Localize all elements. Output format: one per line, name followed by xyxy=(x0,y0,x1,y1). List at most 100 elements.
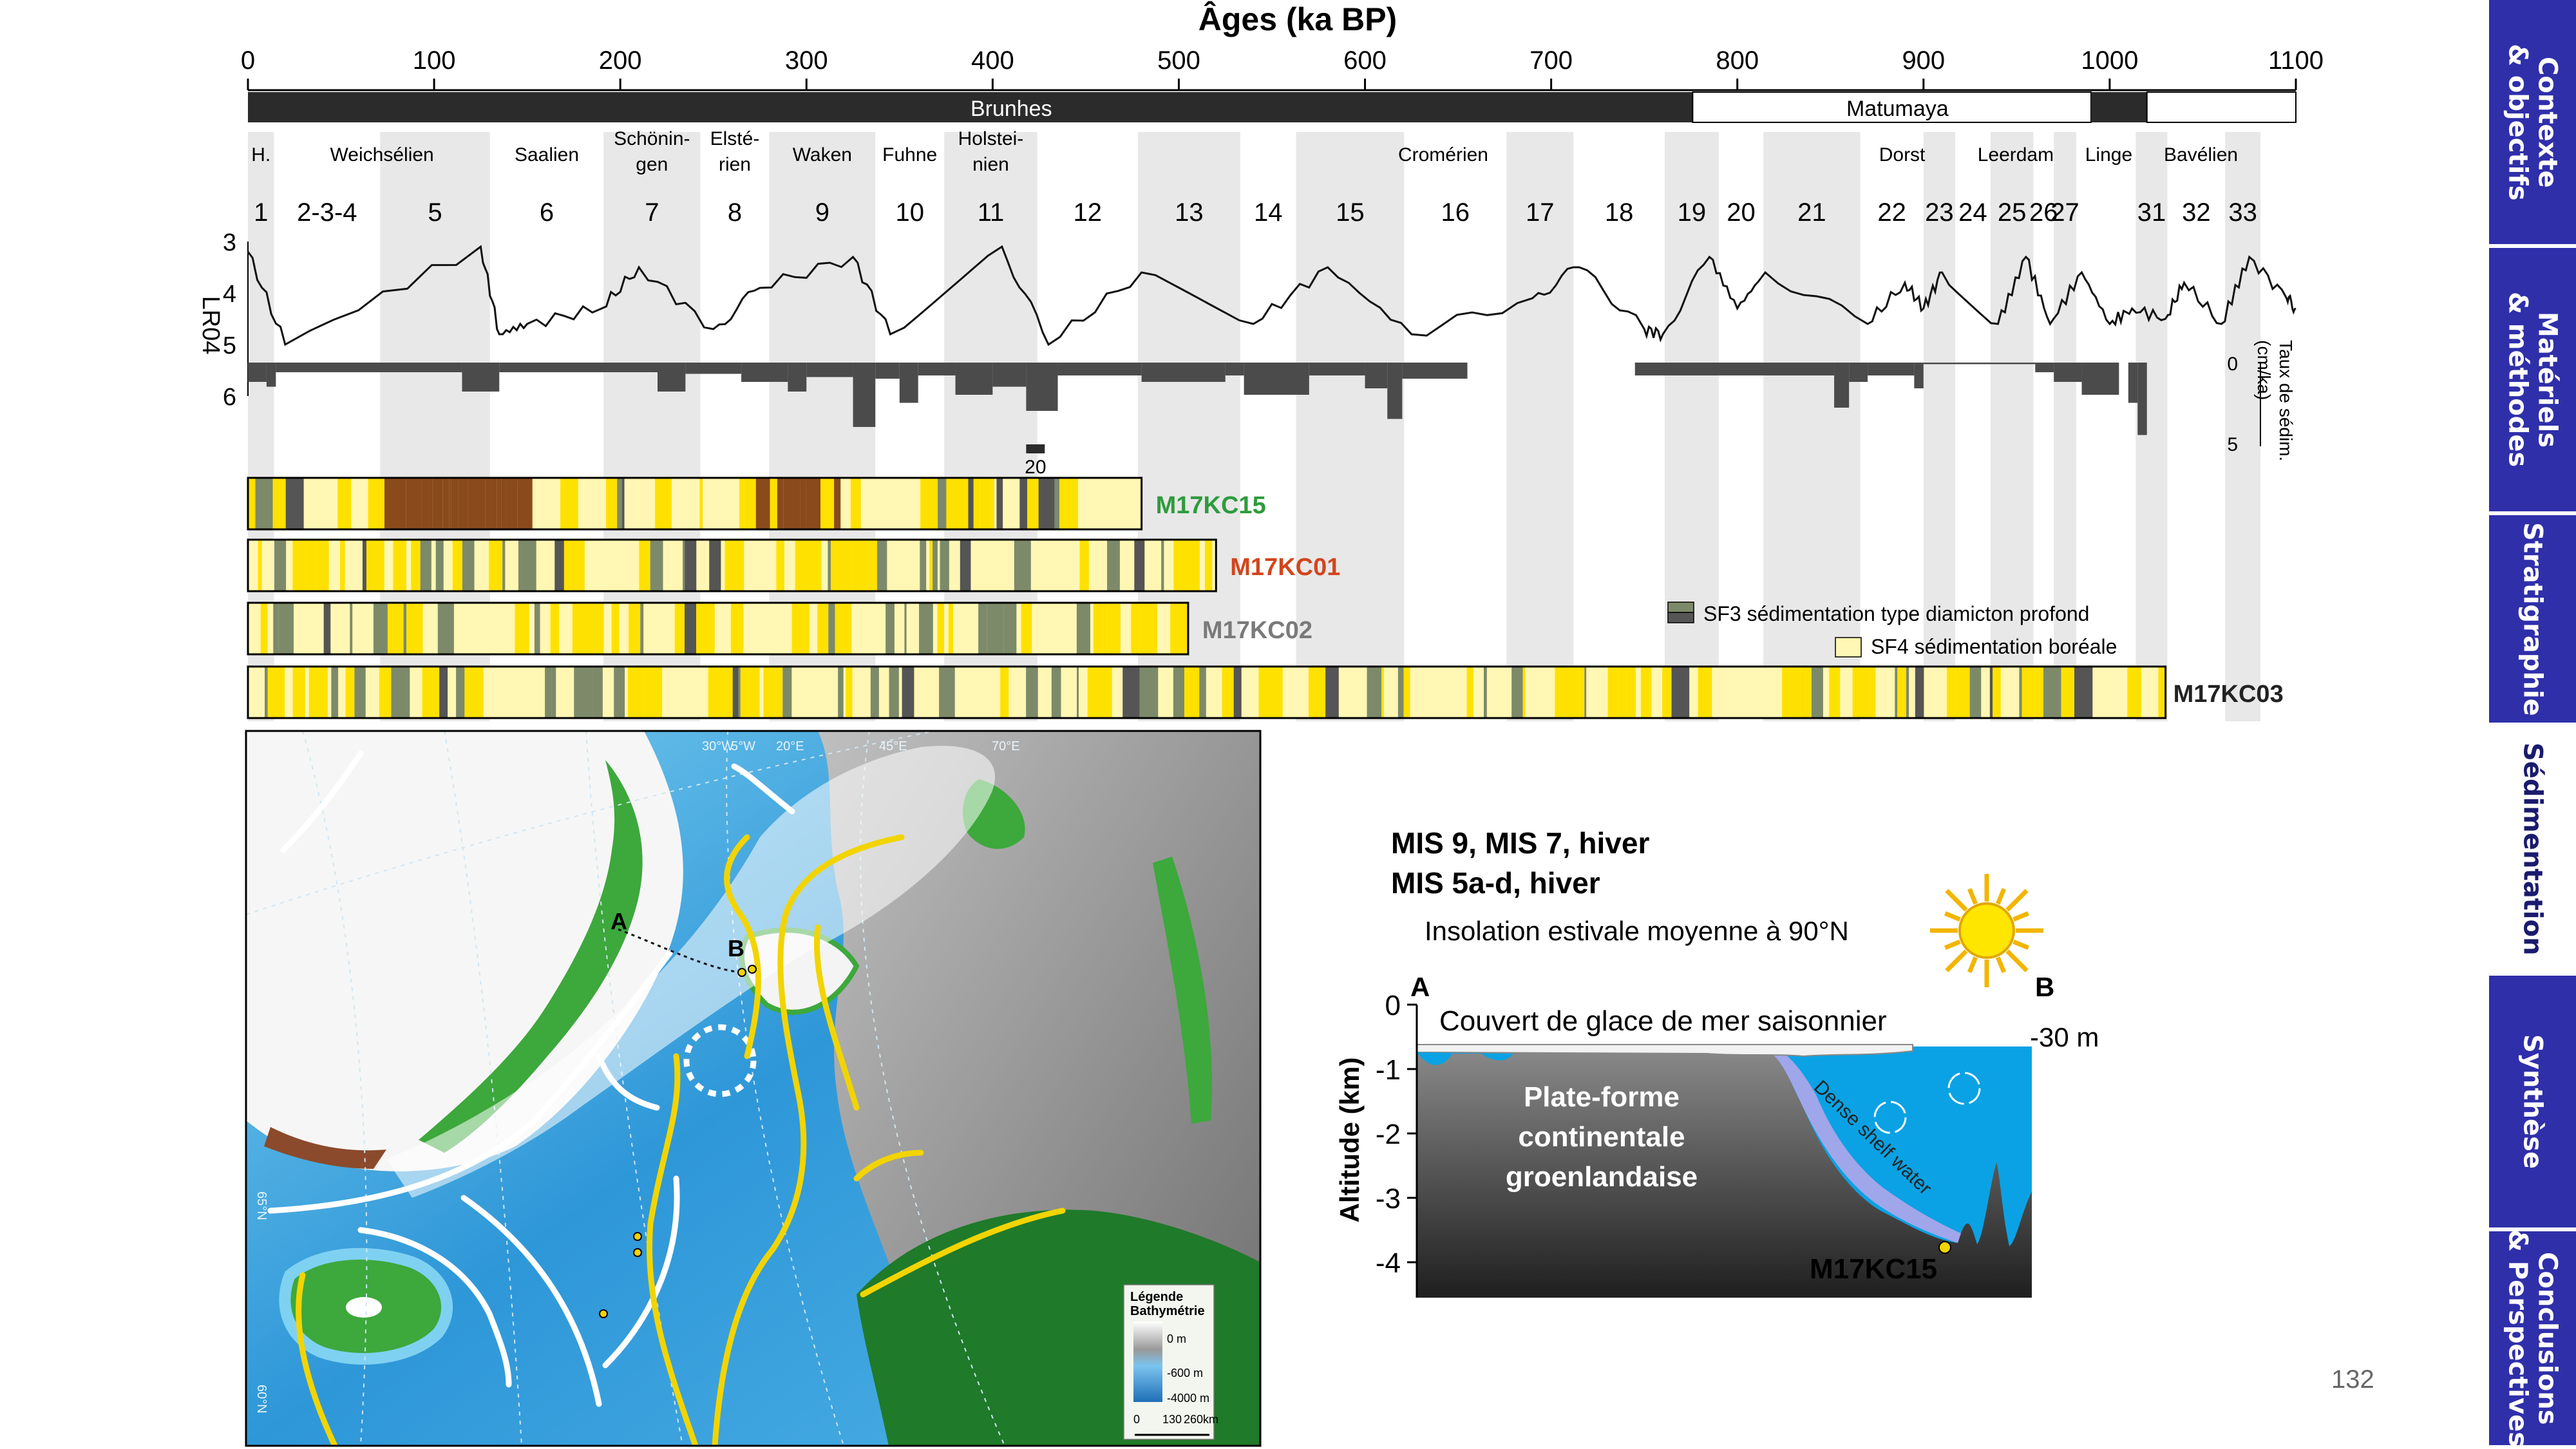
mis-shading xyxy=(2225,132,2261,721)
mis-label: 15 xyxy=(1336,198,1365,227)
core-site-marker xyxy=(1938,1241,1951,1254)
nav-tab-label: Stratigraphie xyxy=(2517,522,2548,716)
facies-band xyxy=(337,478,352,529)
sed-rate-bar xyxy=(1868,363,1915,375)
facies-band xyxy=(1899,667,1904,718)
warm-current-arrow xyxy=(646,1053,699,1446)
facies-band xyxy=(820,478,835,529)
facies-band xyxy=(783,478,800,529)
facies-band xyxy=(1139,603,1157,654)
gyre-circle xyxy=(683,1024,757,1097)
stage-label: Schönin-gen xyxy=(614,128,690,175)
scale-label: 260km xyxy=(1184,1413,1218,1426)
nav-tab-2[interactable]: Stratigraphie xyxy=(2489,515,2576,723)
facies-band xyxy=(740,667,746,718)
facies-band xyxy=(1897,667,1900,718)
core-site xyxy=(633,1232,642,1241)
nav-tab-0[interactable]: Contexte & objectifs xyxy=(2489,0,2576,244)
stage-label: Linge xyxy=(2085,144,2132,166)
sed-rate-bar xyxy=(276,363,462,372)
facies-band xyxy=(462,540,475,591)
facies-band xyxy=(393,540,406,591)
cross-section-scenario: MIS 9, MIS 7, hiver MIS 5a-d, hiver Insola… xyxy=(1334,826,2099,1298)
core-site xyxy=(633,1248,642,1257)
insolation-label: Insolation estivale moyenne à 90°N xyxy=(1425,916,1849,946)
greenland-shelf xyxy=(1417,1046,2032,1298)
facies-band xyxy=(1205,540,1213,591)
sun-ray xyxy=(1945,889,1968,912)
polarity-reversed xyxy=(2146,91,2297,123)
map-frame xyxy=(245,730,1262,1447)
facies-band xyxy=(973,478,980,529)
facies-band xyxy=(1173,540,1187,591)
facies-band xyxy=(828,603,835,654)
nav-tab-4[interactable]: Synthèse xyxy=(2489,976,2576,1227)
facies-band xyxy=(992,478,994,529)
facies-band xyxy=(1466,667,1473,718)
facies-band xyxy=(685,603,697,654)
facies-band xyxy=(806,478,821,529)
facies-band xyxy=(260,603,268,654)
facies-band xyxy=(331,667,339,718)
core-strip-3 xyxy=(247,665,2167,719)
facies-band xyxy=(323,603,331,654)
facies-band xyxy=(940,540,949,591)
facies-band xyxy=(1325,667,1339,718)
stage-label: H. xyxy=(251,144,270,166)
nav-tab-label: Synthèse xyxy=(2517,1034,2548,1170)
facies-band xyxy=(1003,603,1017,654)
facies-band xyxy=(1800,667,1812,718)
longitude-label: 30°W xyxy=(702,739,734,753)
facies-band xyxy=(1019,478,1028,529)
sun-ray xyxy=(2005,949,2029,972)
legend-sf3: SF3 sédimentation type diamicton profond xyxy=(1703,602,2089,625)
facies-band xyxy=(1170,603,1188,654)
nav-tab-1[interactable]: Matériels & méthodes xyxy=(2489,248,2576,511)
facies-band xyxy=(422,667,440,718)
facies-band xyxy=(738,667,741,718)
facies-band xyxy=(655,478,672,529)
facies-band xyxy=(791,603,810,654)
polarity-jaramillo xyxy=(2091,92,2147,122)
facies-band xyxy=(1093,603,1104,654)
facies-band xyxy=(305,540,316,591)
facies-band xyxy=(432,478,443,529)
facies-band xyxy=(439,667,448,718)
stage-label: Cromérien xyxy=(1398,144,1488,166)
nav-tab-3[interactable]: Sédimentation xyxy=(2489,726,2576,972)
mis-label: 10 xyxy=(895,198,924,227)
facies-band xyxy=(606,478,618,529)
facies-band xyxy=(848,667,853,718)
polarity-reversed xyxy=(1692,91,2092,123)
nav-tab-label: Contexte & objectifs xyxy=(2503,43,2562,201)
sed-rate-bar xyxy=(1923,363,2036,365)
facies-band xyxy=(770,478,777,529)
facies-band xyxy=(640,603,644,654)
sed-rate-bar xyxy=(266,363,276,387)
shelf-label: Plate-forme continentale groenlandaise xyxy=(1506,1081,1698,1193)
facies-band xyxy=(592,667,603,718)
facies-band xyxy=(2158,667,2166,718)
facies-band xyxy=(851,540,857,591)
facies-band xyxy=(744,478,756,529)
stage-label: Elsté-rien xyxy=(710,128,760,175)
section-y-tick-label: -1 xyxy=(1376,1054,1401,1086)
facies-band xyxy=(1131,603,1140,654)
sun-ray xyxy=(1967,887,1978,905)
facies-band xyxy=(617,478,622,529)
warm-current-arrow xyxy=(296,1272,338,1446)
facies-band xyxy=(1626,667,1636,718)
x-tick-label: 1000 xyxy=(2081,46,2138,75)
mis-label: 17 xyxy=(1526,198,1555,227)
nav-tab-5[interactable]: Conclusions & Perspectives xyxy=(2489,1229,2576,1447)
core-label: M17KC03 xyxy=(2174,681,2284,708)
facies-band xyxy=(1224,667,1234,718)
mis-label: 1 xyxy=(254,198,268,227)
sun-ray xyxy=(2005,889,2029,912)
facies-band xyxy=(390,478,406,529)
facies-band xyxy=(777,478,784,529)
map-legend-subtitle: Bathymétrie xyxy=(1130,1304,1205,1318)
sed-rate-bar xyxy=(462,363,500,392)
circulation-icon xyxy=(1873,1101,1907,1134)
facies-band xyxy=(1873,667,1876,718)
